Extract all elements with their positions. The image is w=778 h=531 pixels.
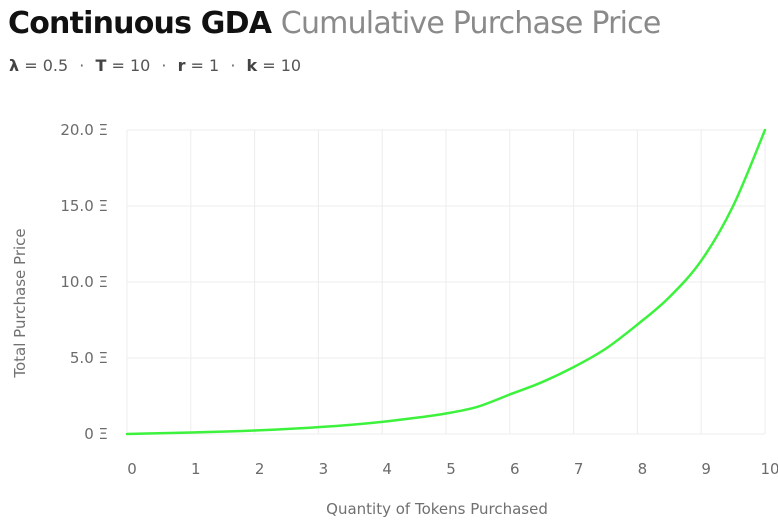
param-t-symbol: T <box>95 56 107 75</box>
param-lambda-value: 0.5 <box>42 56 69 75</box>
parameter-line: λ = 0.5 · T = 10 · r = 1 · k = 10 <box>9 56 302 75</box>
y-tick-labels: 0 Ξ 5.0 Ξ 10.0 Ξ 15.0 Ξ 20.0 Ξ <box>60 121 108 443</box>
separator-dot: · <box>230 56 236 75</box>
title-main: Continuous GDA <box>8 6 272 41</box>
y-tick-label: 20.0 Ξ <box>60 121 108 139</box>
series-line <box>125 128 767 436</box>
x-axis-label: Quantity of Tokens Purchased <box>326 500 548 518</box>
param-r-symbol: r <box>177 56 186 75</box>
x-tick-label: 3 <box>319 460 329 478</box>
x-tick-labels: 0 1 2 3 4 5 6 7 8 9 10 <box>127 460 778 478</box>
x-tick-label: 2 <box>255 460 265 478</box>
y-tick-label: 0 Ξ <box>84 425 108 443</box>
separator-dot: · <box>161 56 167 75</box>
y-axis-label: Total Purchase Price <box>11 228 29 378</box>
chart-title: Continuous GDA Cumulative Purchase Price <box>8 4 661 44</box>
y-tick-label: 15.0 Ξ <box>60 197 108 215</box>
y-tick-label: 10.0 Ξ <box>60 273 108 291</box>
x-tick-label: 6 <box>510 460 520 478</box>
separator-dot: · <box>79 56 85 75</box>
x-tick-label: 10 <box>760 460 778 478</box>
param-t-value: 10 <box>129 56 151 75</box>
x-tick-label: 5 <box>446 460 456 478</box>
x-tick-label: 7 <box>574 460 584 478</box>
x-tick-label: 8 <box>638 460 648 478</box>
x-tick-label: 1 <box>191 460 201 478</box>
param-k-symbol: k <box>246 56 258 75</box>
param-lambda-symbol: λ <box>9 56 20 75</box>
x-tick-label: 0 <box>127 460 137 478</box>
y-tick-label: 5.0 Ξ <box>70 349 108 367</box>
grid <box>126 129 766 435</box>
title-sub: Cumulative Purchase Price <box>280 6 662 41</box>
param-r-value: 1 <box>209 56 220 75</box>
x-tick-label: 9 <box>701 460 711 478</box>
x-tick-label: 4 <box>382 460 392 478</box>
param-k-value: 10 <box>280 56 302 75</box>
